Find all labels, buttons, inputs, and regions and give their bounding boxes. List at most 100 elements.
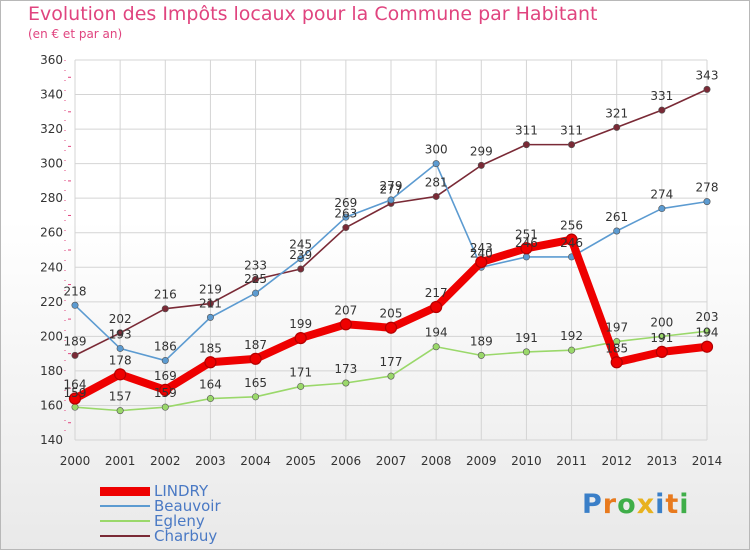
x-tick-label-2004: 2004 bbox=[240, 454, 271, 468]
data-label-beauvoir-2001: 193 bbox=[109, 327, 132, 341]
point-charbuy-2000 bbox=[71, 351, 79, 359]
point-charbuy-2013 bbox=[658, 106, 666, 114]
logo-letter: t bbox=[665, 489, 680, 520]
data-label-lindry-2002: 169 bbox=[154, 369, 177, 383]
legend-item-beauvoir[interactable]: Beauvoir bbox=[100, 497, 300, 515]
point-lindry-2013 bbox=[655, 345, 668, 359]
data-label-beauvoir-2013: 274 bbox=[650, 188, 673, 202]
data-label-egleny-2003: 164 bbox=[199, 378, 222, 392]
point-beauvoir-2007 bbox=[387, 196, 395, 204]
point-beauvoir-2005 bbox=[297, 255, 305, 263]
point-charbuy-2005 bbox=[297, 265, 305, 273]
point-egleny-2012 bbox=[613, 338, 621, 346]
point-lindry-2008 bbox=[430, 300, 443, 314]
data-label-egleny-2006: 173 bbox=[334, 362, 357, 376]
y-tick-label-320: 320 bbox=[40, 122, 63, 136]
data-label-egleny-2009: 189 bbox=[470, 334, 493, 348]
point-beauvoir-2000 bbox=[71, 301, 79, 309]
point-lindry-2012 bbox=[610, 356, 623, 369]
legend-swatch-beauvoir bbox=[100, 505, 150, 507]
y-tick-label-360: 360 bbox=[40, 53, 63, 67]
point-egleny-2011 bbox=[568, 346, 576, 354]
point-charbuy-2011 bbox=[568, 141, 576, 149]
data-label-beauvoir-2012: 261 bbox=[605, 210, 628, 224]
data-label-lindry-2008: 217 bbox=[425, 286, 448, 300]
data-label-beauvoir-2002: 186 bbox=[154, 340, 177, 354]
point-lindry-2004 bbox=[249, 352, 262, 365]
data-label-lindry-2009: 243 bbox=[470, 241, 493, 255]
logo-letter: i bbox=[679, 489, 690, 520]
data-label-charbuy-2004: 233 bbox=[244, 258, 267, 272]
proxiti-logo: Proxiti bbox=[582, 489, 690, 520]
y-tick-label-200: 200 bbox=[40, 329, 63, 343]
x-tick-label-2002: 2002 bbox=[150, 454, 181, 468]
x-tick-label-2010: 2010 bbox=[511, 454, 542, 468]
legend-label-lindry: LINDRY bbox=[154, 482, 209, 500]
data-label-egleny-2002: 159 bbox=[154, 386, 177, 400]
data-label-lindry-2006: 207 bbox=[334, 303, 357, 317]
data-label-egleny-2008: 194 bbox=[425, 326, 448, 340]
point-charbuy-2003 bbox=[206, 300, 214, 308]
axes: 140 160 180 200 220 240 260 280 300 320 340 360 2000… bbox=[40, 53, 722, 468]
point-egleny-2001 bbox=[116, 407, 124, 415]
x-tick-label-2012: 2012 bbox=[601, 454, 632, 468]
point-lindry-2007 bbox=[384, 321, 398, 334]
legend-item-egleny[interactable]: Egleny bbox=[100, 512, 300, 530]
data-label-charbuy-2012: 321 bbox=[605, 106, 628, 120]
point-lindry-2002 bbox=[159, 383, 172, 397]
data-label-beauvoir-2005: 245 bbox=[289, 238, 312, 252]
logo-letter: i bbox=[655, 489, 666, 520]
logo-letter: r bbox=[602, 489, 618, 520]
point-beauvoir-2006 bbox=[342, 213, 350, 221]
data-label-beauvoir-2009: 240 bbox=[470, 246, 493, 260]
y-tick-label-260: 260 bbox=[40, 226, 63, 240]
point-egleny-2009 bbox=[477, 351, 485, 359]
point-beauvoir-2004 bbox=[252, 289, 260, 297]
point-beauvoir-2002 bbox=[161, 357, 169, 365]
data-label-charbuy-2000: 189 bbox=[64, 334, 87, 348]
logo-letter: o bbox=[617, 489, 637, 520]
data-label-lindry-2014: 194 bbox=[696, 326, 719, 340]
data-label-beauvoir-2006: 269 bbox=[334, 196, 357, 210]
point-charbuy-2012 bbox=[613, 123, 621, 131]
data-label-lindry-2012: 185 bbox=[605, 341, 628, 355]
chart-subtitle: (en € et par an) bbox=[28, 27, 123, 41]
point-beauvoir-2008 bbox=[432, 160, 440, 168]
point-beauvoir-2013 bbox=[658, 205, 666, 213]
chart-title: Evolution des Impôts locaux pour la Comm… bbox=[28, 3, 598, 25]
data-labels-layer: 189 202 216 219 233 239 263 277 281 299 311 311 321 3… bbox=[64, 68, 719, 403]
legend-label-beauvoir: Beauvoir bbox=[154, 497, 221, 515]
point-egleny-2007 bbox=[387, 372, 395, 380]
y-tick-label-340: 340 bbox=[40, 88, 63, 102]
legend-swatch-egleny bbox=[100, 520, 150, 522]
data-label-beauvoir-2008: 300 bbox=[425, 143, 448, 157]
data-label-egleny-2010: 191 bbox=[515, 331, 538, 345]
data-label-beauvoir-2007: 279 bbox=[380, 179, 403, 193]
data-label-beauvoir-2004: 225 bbox=[244, 272, 267, 286]
data-label-charbuy-2005: 239 bbox=[289, 248, 312, 262]
data-label-lindry-2013: 191 bbox=[650, 331, 673, 345]
logo-letter: P bbox=[582, 489, 603, 520]
data-label-charbuy-2007: 277 bbox=[380, 182, 403, 196]
series-layer bbox=[68, 85, 714, 415]
y-tick-label-240: 240 bbox=[40, 260, 63, 274]
data-label-charbuy-2006: 263 bbox=[334, 207, 357, 221]
point-lindry-2001 bbox=[114, 368, 127, 381]
data-label-lindry-2007: 205 bbox=[380, 307, 403, 321]
point-charbuy-2010 bbox=[522, 141, 530, 149]
point-lindry-2010 bbox=[520, 242, 533, 255]
data-label-charbuy-2001: 202 bbox=[109, 312, 132, 326]
data-label-egleny-2000: 159 bbox=[64, 386, 87, 400]
point-beauvoir-2012 bbox=[613, 227, 621, 235]
data-label-charbuy-2009: 299 bbox=[470, 144, 493, 158]
logo-letter: x bbox=[636, 489, 656, 520]
data-label-charbuy-2002: 216 bbox=[154, 288, 177, 302]
data-label-beauvoir-2014: 278 bbox=[696, 181, 719, 195]
legend-item-charbuy[interactable]: Charbuy bbox=[100, 527, 300, 545]
data-label-beauvoir-2003: 211 bbox=[199, 296, 222, 310]
legend-item-lindry[interactable]: LINDRY bbox=[100, 482, 300, 500]
data-label-lindry-2005: 199 bbox=[289, 317, 312, 331]
legend-label-charbuy: Charbuy bbox=[154, 527, 218, 545]
point-charbuy-2002 bbox=[161, 305, 169, 313]
legend-swatch-lindry bbox=[100, 487, 150, 496]
